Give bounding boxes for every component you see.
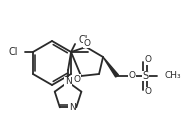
Text: N: N bbox=[65, 79, 71, 87]
Text: CH₃: CH₃ bbox=[164, 72, 181, 80]
Text: S: S bbox=[142, 71, 148, 81]
Text: N: N bbox=[65, 77, 71, 87]
Polygon shape bbox=[103, 57, 118, 77]
Text: Cl: Cl bbox=[78, 35, 88, 45]
Text: O: O bbox=[145, 55, 152, 64]
Text: N: N bbox=[69, 103, 76, 112]
Text: O: O bbox=[145, 87, 152, 97]
Text: O: O bbox=[84, 39, 91, 47]
Text: O: O bbox=[129, 72, 135, 80]
Text: O: O bbox=[74, 74, 81, 84]
Text: Cl: Cl bbox=[8, 47, 18, 57]
